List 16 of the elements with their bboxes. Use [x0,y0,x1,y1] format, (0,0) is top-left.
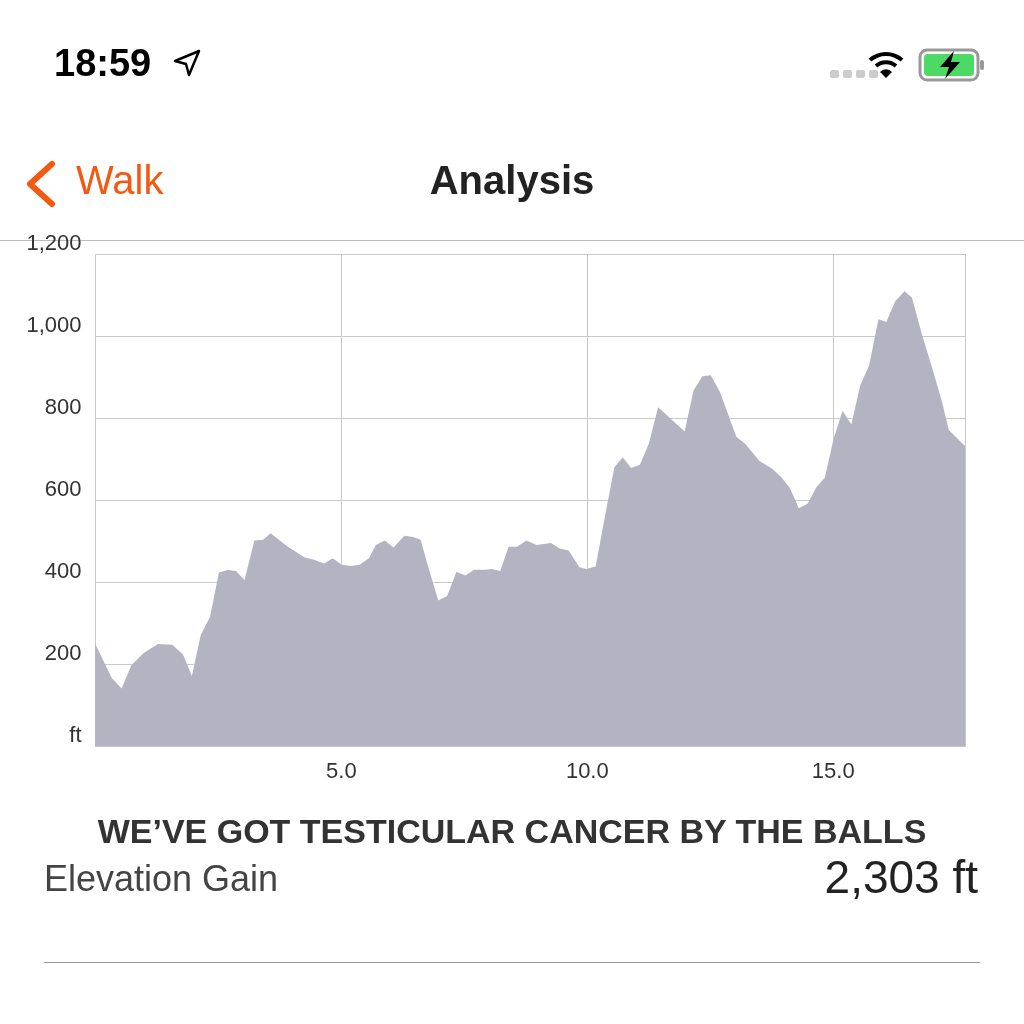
y-tick-label: 200 [44,639,82,665]
text: 18:59 [54,42,152,85]
text: 2,303 ft [824,850,978,904]
x-tick-label: 15.0 [811,757,855,783]
y-tick-label: 400 [44,557,82,583]
y-tick-label: ft [69,721,82,747]
y-tick-label: 800 [44,393,82,419]
y-tick-label: 1,000 [26,311,82,337]
text: WE’VE GOT TESTICULAR CANCER BY THE BALLS [96,812,928,851]
y-tick-label: 1,200 [26,229,82,255]
x-tick-label: 5.0 [326,757,357,783]
chart-title: Analysis [429,158,595,202]
y-tick-label: 600 [44,475,82,501]
x-tick-label: 10.0 [565,757,609,783]
text: Elevation Gain [44,858,279,900]
text: Walk [76,158,164,203]
